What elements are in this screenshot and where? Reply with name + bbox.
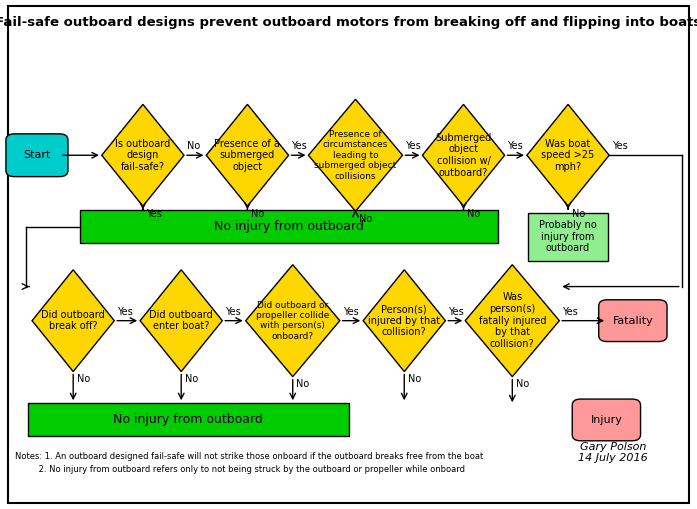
FancyBboxPatch shape xyxy=(599,300,667,342)
Text: Did outboard or
propeller collide
with person(s)
onboard?: Did outboard or propeller collide with p… xyxy=(256,301,330,341)
Text: Submerged
object
collision w/
outboard?: Submerged object collision w/ outboard? xyxy=(436,133,491,178)
Polygon shape xyxy=(102,104,184,206)
Polygon shape xyxy=(32,270,114,372)
Text: Did outboard
enter boat?: Did outboard enter boat? xyxy=(149,310,213,331)
Text: No: No xyxy=(296,379,309,389)
Polygon shape xyxy=(363,270,445,372)
Polygon shape xyxy=(246,265,340,377)
Polygon shape xyxy=(527,104,609,206)
Text: No: No xyxy=(251,209,264,219)
Text: Probably no
injury from
outboard: Probably no injury from outboard xyxy=(539,220,597,253)
Text: Was
person(s)
fatally injured
by that
collision?: Was person(s) fatally injured by that co… xyxy=(479,293,546,349)
Text: Yes: Yes xyxy=(612,141,628,151)
Text: Yes: Yes xyxy=(225,306,241,317)
Text: Presence of
circumstances
leading to
submerged object
collisions: Presence of circumstances leading to sub… xyxy=(314,130,397,181)
FancyBboxPatch shape xyxy=(80,210,498,243)
Text: No injury from outboard: No injury from outboard xyxy=(214,220,365,233)
Text: Yes: Yes xyxy=(507,141,523,151)
Text: Was boat
speed >25
mph?: Was boat speed >25 mph? xyxy=(542,138,595,172)
Text: No: No xyxy=(187,141,200,151)
Text: Yes: Yes xyxy=(146,209,162,219)
Text: No: No xyxy=(572,209,585,219)
Text: Yes: Yes xyxy=(343,306,358,317)
Text: Did outboard
break off?: Did outboard break off? xyxy=(41,310,105,331)
Text: Presence of a
submerged
object: Presence of a submerged object xyxy=(215,138,280,172)
Text: Notes: 1. An outboard designed fail-safe will not strike those onboard if the ou: Notes: 1. An outboard designed fail-safe… xyxy=(15,451,484,461)
Text: Yes: Yes xyxy=(406,141,421,151)
Text: Yes: Yes xyxy=(448,306,464,317)
Polygon shape xyxy=(466,265,559,377)
Text: Injury: Injury xyxy=(590,415,622,425)
Polygon shape xyxy=(422,104,505,206)
Text: Fatality: Fatality xyxy=(613,316,653,326)
Polygon shape xyxy=(206,104,289,206)
Text: Yes: Yes xyxy=(562,306,578,317)
Text: No: No xyxy=(77,374,90,384)
FancyBboxPatch shape xyxy=(8,6,689,503)
Text: No: No xyxy=(467,209,480,219)
Text: 2. No injury from outboard refers only to not being struck by the outboard or pr: 2. No injury from outboard refers only t… xyxy=(15,465,466,474)
Text: Fail-safe outboard designs prevent outboard motors from breaking off and flippin: Fail-safe outboard designs prevent outbo… xyxy=(0,16,697,30)
Text: No injury from outboard: No injury from outboard xyxy=(113,413,263,427)
Polygon shape xyxy=(309,99,403,211)
Text: Yes: Yes xyxy=(117,306,133,317)
Text: Is outboard
design
fail-safe?: Is outboard design fail-safe? xyxy=(115,138,171,172)
Text: Gary Polson
14 July 2016: Gary Polson 14 July 2016 xyxy=(579,442,648,463)
Text: No: No xyxy=(516,379,529,389)
Text: Yes: Yes xyxy=(291,141,307,151)
Text: Person(s)
injured by that
collision?: Person(s) injured by that collision? xyxy=(368,304,441,337)
Polygon shape xyxy=(140,270,222,372)
FancyBboxPatch shape xyxy=(572,399,641,441)
FancyBboxPatch shape xyxy=(28,403,348,437)
Text: Start: Start xyxy=(23,150,51,160)
FancyBboxPatch shape xyxy=(528,213,608,261)
Text: No: No xyxy=(408,374,421,384)
Text: No: No xyxy=(359,214,372,224)
FancyBboxPatch shape xyxy=(6,134,68,177)
Text: No: No xyxy=(185,374,198,384)
